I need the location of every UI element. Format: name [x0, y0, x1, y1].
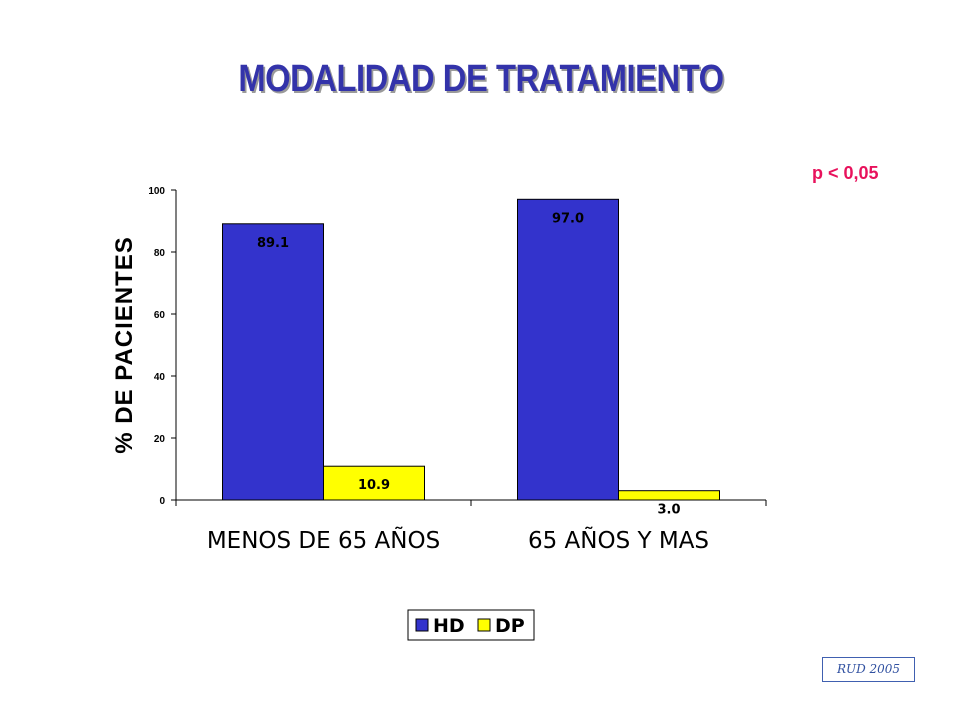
bars: 89.1 10.9 97.0 3.0 — [222, 198, 720, 518]
bar-dp — [618, 490, 720, 501]
legend-swatch-dp — [477, 618, 491, 632]
y-tick-label: 0 — [159, 496, 165, 507]
bar-hd — [222, 223, 324, 501]
y-tick-label: 60 — [154, 310, 166, 321]
x-category-label: MENOS DE 65 AÑOS — [207, 526, 440, 554]
x-category-label: 65 AÑOS Y MAS — [528, 526, 709, 554]
y-tick-label: 100 — [148, 186, 165, 197]
data-label: 3.0 — [657, 503, 680, 518]
y-tick-label: 80 — [154, 248, 166, 259]
legend: HD DP — [407, 609, 535, 641]
y-axis-label: % DE PACIENTES — [111, 236, 138, 454]
data-label: 97.0 — [552, 211, 584, 226]
legend-label-hd: HD — [433, 615, 465, 637]
p-value-annotation: p < 0,05 — [812, 163, 879, 183]
data-label: 10.9 — [358, 478, 390, 493]
data-label: 89.1 — [257, 236, 289, 251]
bar-hd — [517, 198, 619, 501]
axes: 0 20 40 60 80 100 MENOS DE 65 AÑOS 65 AÑOS Y MA… — [148, 186, 767, 554]
legend-swatch-hd — [415, 618, 429, 632]
source-stamp: RUD 2005 — [822, 657, 915, 682]
y-tick-label: 20 — [154, 434, 166, 445]
chart-title: MODALIDAD DE TRATAMIENTO — [238, 58, 724, 100]
bar-dp — [323, 465, 425, 501]
y-tick-label: 40 — [154, 372, 166, 383]
legend-label-dp: DP — [495, 615, 525, 637]
legend-box — [407, 609, 535, 641]
